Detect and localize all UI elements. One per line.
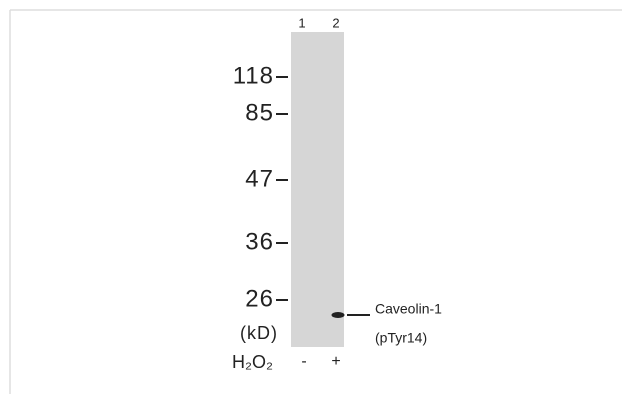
- marker-label: 47: [245, 165, 274, 192]
- marker-label: 118: [233, 62, 274, 89]
- unit-label: (kD): [240, 323, 278, 343]
- treatment-sign: +: [331, 353, 340, 370]
- lane-label: 1: [298, 15, 305, 30]
- membrane: [291, 32, 344, 347]
- band: [332, 312, 345, 318]
- marker-label: 36: [245, 228, 274, 255]
- lane-label: 2: [332, 15, 339, 30]
- page: 1 2 118 85 47 36 26 (kD) Caveolin-1 (pTyr14)…: [0, 0, 622, 394]
- figure: 1 2 118 85 47 36 26 (kD) Caveolin-1 (pTyr14)…: [0, 0, 622, 394]
- treatment-name: H₂O₂: [232, 352, 273, 372]
- band-label: Caveolin-1: [375, 301, 442, 317]
- treatment-sign: -: [301, 353, 306, 370]
- marker-label: 26: [245, 285, 274, 312]
- band-sublabel: (pTyr14): [375, 330, 427, 346]
- marker-label: 85: [245, 99, 274, 126]
